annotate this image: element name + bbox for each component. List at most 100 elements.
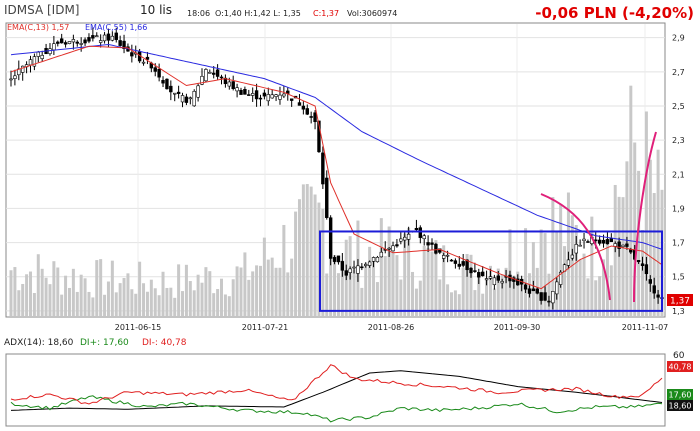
volume-bar	[28, 271, 32, 316]
x-tick-label: 2011-11-07	[622, 323, 669, 332]
volume-bar	[181, 291, 185, 316]
volume-bar	[48, 284, 52, 316]
volume-bar	[648, 159, 652, 316]
volume-bar	[184, 264, 188, 316]
adx-lines	[10, 364, 663, 423]
volume-bar	[586, 278, 590, 316]
candle	[617, 241, 621, 249]
candle	[157, 68, 161, 78]
candle	[539, 292, 543, 301]
di-plus-value: 17,60	[669, 391, 692, 400]
volume-bar	[21, 283, 25, 316]
volume-bar	[426, 247, 430, 316]
volume-bar	[418, 280, 422, 316]
candle	[547, 300, 551, 303]
volume-bar	[122, 278, 126, 316]
volume-bar	[383, 256, 387, 316]
volume-bar	[258, 265, 262, 316]
candle	[114, 32, 118, 40]
candle	[297, 102, 302, 106]
volume-bar	[274, 267, 278, 316]
candle	[258, 97, 263, 100]
candle	[570, 254, 575, 259]
candle	[165, 78, 169, 90]
adx-label: ADX(14): 18,60	[4, 338, 74, 348]
candle	[375, 257, 380, 263]
volume-bar	[520, 283, 524, 316]
candle	[445, 254, 450, 257]
candle	[219, 76, 224, 79]
candle	[480, 271, 485, 277]
volume-bar	[539, 229, 543, 316]
candle	[332, 257, 337, 262]
candle	[118, 40, 122, 46]
volume-bar	[414, 288, 418, 316]
candle	[250, 93, 255, 96]
volume-bar	[453, 290, 457, 316]
adx-y-tick: 60	[673, 351, 685, 361]
volume-bar	[173, 297, 177, 316]
volume-bar	[266, 259, 270, 316]
candle	[67, 41, 72, 44]
volume-bar	[360, 287, 364, 316]
volume-bar	[488, 265, 492, 316]
candle	[169, 85, 173, 93]
volume-bar	[461, 267, 465, 316]
volume-bar	[52, 261, 56, 316]
candle	[321, 152, 325, 185]
candle	[282, 93, 286, 97]
candle	[574, 244, 578, 254]
volume-bar	[40, 268, 44, 316]
candle	[176, 91, 181, 94]
volume-bar	[352, 269, 356, 316]
volume-bar	[469, 254, 473, 316]
date-axis: 2011-06-15 2011-07-21 2011-08-26 2011-09-30…	[115, 323, 669, 332]
last-price-tag	[667, 294, 693, 306]
candle	[235, 87, 239, 92]
volume-bar	[91, 297, 95, 316]
change-label: -0,06 PLN (-4,20%)	[535, 4, 694, 22]
volume-bar	[543, 233, 547, 316]
volume-bar	[368, 246, 372, 316]
candle	[582, 238, 586, 242]
volume-bar	[114, 292, 118, 316]
candle	[340, 261, 345, 271]
candle	[227, 81, 231, 87]
x-tick-label: 2011-09-30	[494, 323, 541, 332]
volume-bar	[83, 278, 87, 316]
di-minus-label: DI-: 40,78	[142, 338, 187, 348]
volume-bar	[602, 259, 606, 316]
candle	[360, 266, 364, 269]
candle	[461, 261, 465, 266]
candle	[317, 120, 321, 153]
volume-bar	[317, 202, 321, 316]
candle	[196, 85, 200, 98]
candle	[367, 261, 372, 266]
y-tick-label: 2,7	[672, 68, 685, 77]
volume-bar	[239, 267, 243, 316]
candle	[469, 267, 473, 274]
candle	[184, 96, 189, 103]
candle	[301, 105, 306, 110]
candle	[208, 71, 212, 74]
volume-bar	[477, 274, 481, 316]
y-tick-label: 1,5	[672, 273, 685, 282]
candle	[262, 92, 267, 97]
candle	[56, 41, 60, 44]
candle	[613, 243, 617, 247]
candle	[551, 291, 555, 304]
candle	[403, 236, 407, 241]
candle	[344, 270, 348, 276]
volume-bar	[149, 279, 153, 316]
volume-bar	[25, 274, 29, 316]
candle	[566, 259, 571, 266]
candle	[406, 233, 411, 240]
volume-bar	[220, 278, 224, 316]
volume-bar	[633, 142, 637, 316]
volume-bar	[555, 230, 559, 316]
candle	[13, 75, 17, 79]
candle	[289, 98, 294, 101]
volume-bar	[387, 226, 391, 316]
candle	[477, 272, 481, 278]
di_plus-line	[10, 395, 663, 423]
